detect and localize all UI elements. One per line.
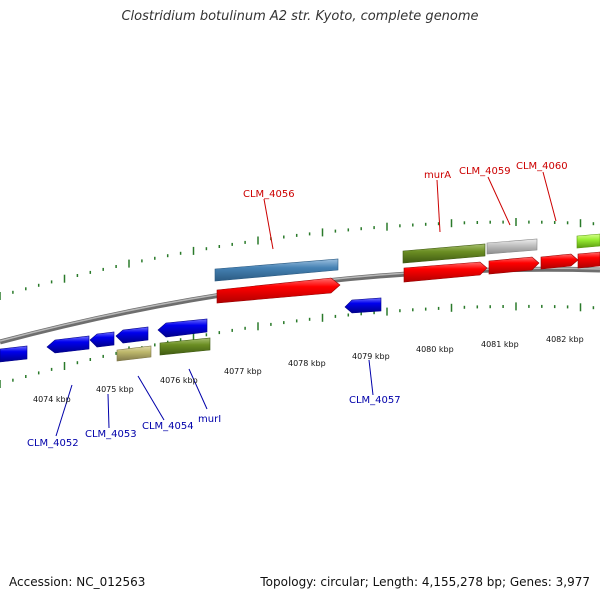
gene-feature-forward[interactable] <box>214 258 339 282</box>
gene-label[interactable]: CLM_4053 <box>85 429 137 440</box>
tick-label: 4074 kbp <box>33 395 71 404</box>
gene-feature-forward[interactable] <box>488 256 540 275</box>
gene-feature-reverse[interactable] <box>157 318 208 338</box>
tick-label: 4081 kbp <box>481 340 519 349</box>
tick-label: 4077 kbp <box>224 367 262 376</box>
gene-label[interactable]: CLM_4056 <box>243 189 295 200</box>
reverse-label-leaders <box>55 359 374 437</box>
gene-feature-forward[interactable] <box>540 253 579 270</box>
gene-feature-forward[interactable] <box>403 261 488 283</box>
gene-feature-forward[interactable] <box>576 233 600 249</box>
gene-feature-reverse[interactable] <box>0 345 28 363</box>
genome-backbone-highlight <box>0 267 600 342</box>
gene-feature-reverse[interactable] <box>115 326 149 344</box>
tick-label: 4082 kbp <box>546 335 584 344</box>
gene-feature-reverse[interactable] <box>46 335 90 354</box>
gene-label[interactable]: CLM_4060 <box>516 161 568 172</box>
gene-label[interactable]: CLM_4052 <box>27 438 79 449</box>
tick-label: 4080 kbp <box>416 345 454 354</box>
forward-tick-ruler <box>0 218 595 300</box>
accession-text: Accession: NC_012563 <box>9 575 146 589</box>
gene-feature-forward[interactable] <box>486 238 538 255</box>
gene-feature-reverse[interactable] <box>89 331 115 348</box>
tick-label: 4079 kbp <box>352 352 390 361</box>
reverse-features <box>0 297 382 363</box>
tick-label: 4078 kbp <box>288 359 326 368</box>
gene-label[interactable]: murA <box>424 170 451 181</box>
tick-label: 4076 kbp <box>160 376 198 385</box>
reverse-gene-labels: CLM_4052 CLM_4053 CLM_4054 murI CLM_4057 <box>27 395 401 449</box>
axis-tick-labels: 4074 kbp 4075 kbp 4076 kbp 4077 kbp 4078… <box>33 335 584 404</box>
gene-feature-reverse[interactable] <box>344 297 382 314</box>
gene-feature-forward[interactable] <box>402 243 486 264</box>
tick-label: 4075 kbp <box>96 385 134 394</box>
forward-label-leaders <box>263 171 557 250</box>
gene-feature-forward[interactable] <box>216 277 341 304</box>
gene-label[interactable]: CLM_4057 <box>349 395 401 406</box>
gene-feature-forward[interactable] <box>577 251 600 269</box>
genome-title: Clostridium botulinum A2 str. Kyoto, com… <box>121 9 479 24</box>
gene-feature-reverse[interactable] <box>116 345 152 362</box>
gene-label[interactable]: murI <box>198 414 221 425</box>
forward-features <box>214 233 600 304</box>
forward-gene-labels: CLM_4056 murA CLM_4059 CLM_4060 <box>243 161 568 200</box>
genome-summary-text: Topology: circular; Length: 4,155,278 bp… <box>260 575 590 589</box>
gene-label[interactable]: CLM_4059 <box>459 166 511 177</box>
genome-backbone <box>0 266 600 345</box>
gene-feature-reverse[interactable] <box>159 337 211 356</box>
gene-label[interactable]: CLM_4054 <box>142 421 194 432</box>
